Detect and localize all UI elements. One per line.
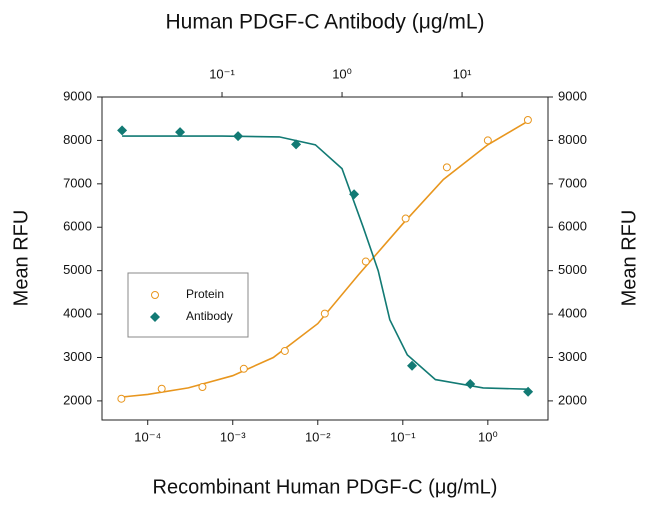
y-axis-label: Mean RFU: [10, 210, 32, 307]
point: [465, 378, 476, 389]
legend-box: [127, 272, 249, 338]
point: [157, 384, 166, 393]
point: [280, 346, 289, 355]
plot-frame: [101, 96, 549, 421]
point: [117, 125, 128, 136]
point: [117, 394, 126, 403]
y2-tick-label: 5000: [558, 262, 587, 277]
y2-tick-label: 8000: [558, 132, 587, 147]
point: [349, 189, 360, 200]
x-tick-label: 10⁻²: [305, 429, 331, 444]
y2-tick-label: 2000: [558, 392, 587, 407]
point: [483, 136, 492, 145]
point: [198, 383, 207, 392]
fit-line: [122, 120, 529, 398]
y-tick-label: 5000: [63, 262, 92, 277]
point: [523, 116, 532, 125]
chart-title: Human PDGF-C Antibody (μg/mL): [165, 11, 484, 34]
y-tick-label: 6000: [63, 219, 92, 234]
point: [233, 131, 244, 142]
y-tick-label: 8000: [63, 132, 92, 147]
fit-line: [122, 135, 528, 390]
x-tick-label: 10⁻¹: [390, 429, 416, 444]
x2-tick-label: 10⁻¹: [209, 66, 235, 81]
point: [320, 309, 329, 318]
legend-label: Antibody: [186, 309, 233, 323]
x2-tick-label: 10¹: [453, 66, 472, 81]
legend-marker: [151, 291, 159, 299]
y-tick-label: 3000: [63, 349, 92, 364]
point: [175, 127, 186, 138]
point: [407, 360, 418, 371]
point: [291, 139, 302, 150]
point: [401, 214, 410, 223]
x-tick-label: 10⁰: [478, 429, 498, 444]
legend-marker: [150, 312, 160, 322]
y-tick-label: 9000: [63, 88, 92, 103]
y-tick-label: 7000: [63, 175, 92, 190]
y-tick-label: 2000: [63, 392, 92, 407]
point: [442, 163, 451, 172]
x2-tick-label: 10⁰: [332, 66, 352, 81]
y2-axis-label: Mean RFU: [618, 210, 640, 307]
x-tick-label: 10⁻³: [220, 429, 246, 444]
x-tick-label: 10⁻⁴: [134, 429, 161, 444]
point: [523, 386, 534, 397]
y2-tick-label: 6000: [558, 219, 587, 234]
point: [239, 364, 248, 373]
x-axis-label: Recombinant Human PDGF-C (μg/mL): [153, 476, 498, 498]
y2-tick-label: 4000: [558, 306, 587, 321]
y2-tick-label: 7000: [558, 175, 587, 190]
legend-label: Protein: [186, 287, 224, 301]
y-tick-label: 4000: [63, 306, 92, 321]
y2-tick-label: 3000: [558, 349, 587, 364]
point: [361, 257, 370, 266]
y2-tick-label: 9000: [558, 88, 587, 103]
